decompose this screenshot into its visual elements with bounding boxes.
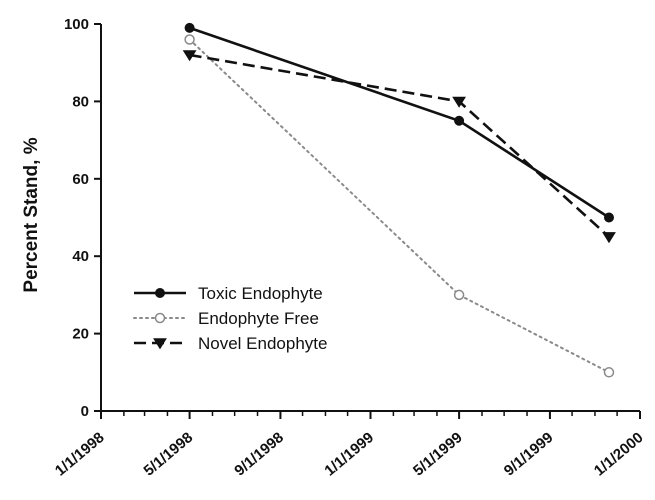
x-tick-label: 5/1/1998 <box>141 429 197 480</box>
x-tick-label: 1/1/1998 <box>52 429 108 480</box>
x-tick-label: 9/1/1998 <box>231 429 287 480</box>
x-ticks: 1/1/1998 5/1/1998 9/1/1998 1/1/1999 5/1/1999… <box>52 411 647 480</box>
series-line <box>189 26 610 219</box>
series-novel-endophyte <box>182 50 616 244</box>
data-point <box>603 367 615 378</box>
series-toxic-endophyte <box>184 22 614 223</box>
x-tick-label: 9/1/1999 <box>501 429 557 480</box>
x-tick-label: 5/1/1999 <box>410 429 466 480</box>
legend: Toxic Endophyte Endophyte Free Novel Endop… <box>133 284 327 353</box>
y-tick-label: 100 <box>64 16 89 33</box>
data-point <box>184 22 195 33</box>
data-point <box>452 96 467 108</box>
legend-label: Endophyte Free <box>198 309 319 328</box>
series-endophyte-free <box>184 34 615 378</box>
y-ticks: 0 20 40 60 80 100 <box>64 16 101 420</box>
legend-label: Novel Endophyte <box>198 334 327 353</box>
series-line <box>189 53 610 238</box>
legend-swatch-marker <box>155 288 165 298</box>
legend-swatch-marker <box>153 338 167 350</box>
y-tick-label: 60 <box>72 171 89 188</box>
legend-swatch-marker <box>154 312 166 324</box>
series-layer <box>182 22 616 378</box>
legend-label: Toxic Endophyte <box>198 284 323 303</box>
legend-item: Novel Endophyte <box>134 334 327 353</box>
data-point <box>184 34 195 45</box>
x-tick-label: 1/1/1999 <box>321 429 377 480</box>
data-point <box>454 115 465 126</box>
data-point <box>453 289 465 301</box>
y-tick-label: 40 <box>72 248 89 265</box>
data-point <box>603 212 614 223</box>
legend-item: Endophyte Free <box>133 309 319 328</box>
y-tick-label: 20 <box>72 326 89 343</box>
y-tick-label: 80 <box>72 93 89 110</box>
legend-item: Toxic Endophyte <box>134 284 323 303</box>
x-tick-label: 1/1/2000 <box>591 429 647 480</box>
data-point <box>602 232 616 244</box>
data-point <box>182 50 197 62</box>
y-tick-label: 0 <box>81 403 89 420</box>
y-axis-title: Percent Stand, % <box>21 137 42 292</box>
